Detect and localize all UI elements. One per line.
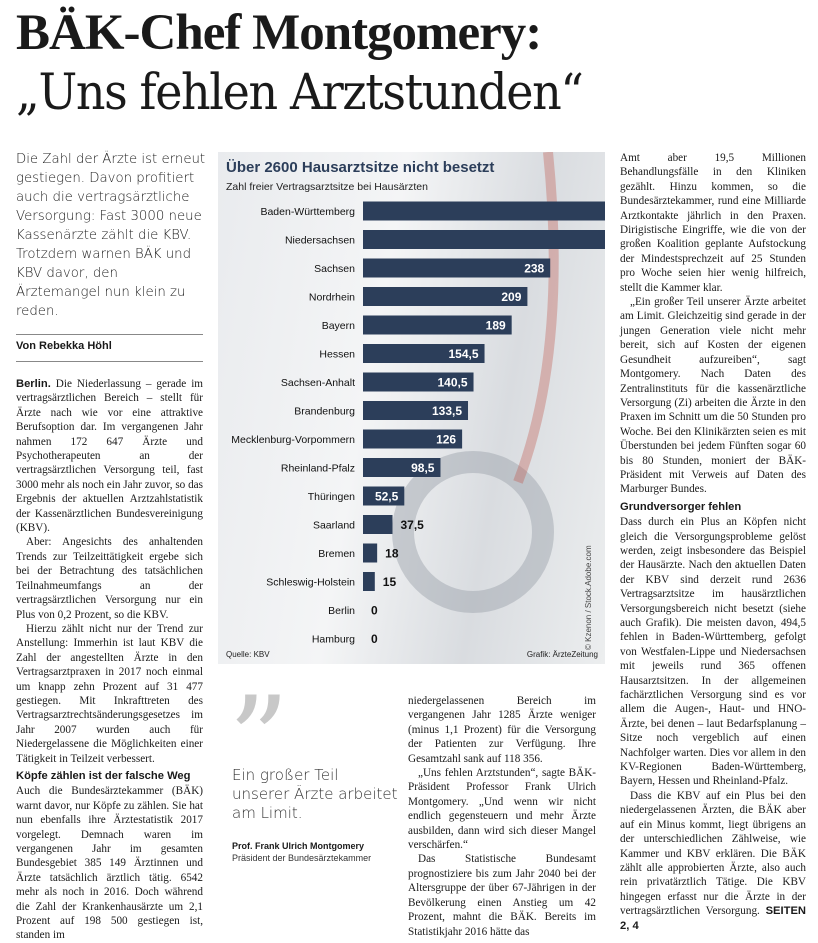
bar <box>363 287 528 306</box>
paragraph: „Uns fehlen Arztstunden“, sagte BÄK-Präs… <box>408 766 596 852</box>
category-label: Niedersachsen <box>285 235 355 247</box>
subheadline: „Uns fehlen Arztstunden“ <box>16 63 584 121</box>
photo-credit: © Kzenon / Stock.Adobe.com <box>584 545 593 650</box>
value-label: 52,5 <box>375 490 399 504</box>
value-label: 154,5 <box>449 347 479 361</box>
category-label: Thüringen <box>308 491 355 503</box>
quote: Ein großer Teil unserer Ärzte arbeitet a… <box>232 766 398 822</box>
category-label: Baden-Württemberg <box>260 206 355 218</box>
chart-title: Über 2600 Hausarztsitze nicht besetzt <box>226 159 494 176</box>
value-label: 238 <box>524 262 544 276</box>
bar <box>363 372 474 392</box>
category-label: Nordrhein <box>309 292 355 304</box>
paragraph-text: „Uns fehlen Arztstunden“, sagte BÄK-Präs… <box>408 767 596 852</box>
paragraph: „Ein großer Teil unserer Ärzte arbeitet … <box>620 295 806 497</box>
paragraph-text: Dass durch ein Plus an Köpfen nicht glei… <box>620 516 806 788</box>
bar <box>363 458 441 477</box>
value-label: 0 <box>371 604 378 618</box>
bar <box>363 401 469 420</box>
paragraph: Das Statistische Bundesamt prognostizier… <box>408 852 596 938</box>
quote-mark: ” <box>228 672 290 811</box>
value-label: 133,5 <box>432 404 462 418</box>
category-label: Rheinland-Pfalz <box>281 463 355 475</box>
chart-subtitle: Zahl freier Vertragsarztsitze bei Hausär… <box>226 181 428 193</box>
paragraph: niedergelassenen Bereich im vergangenen … <box>408 694 596 766</box>
subheading: Köpfe zählen ist der falsche Weg <box>16 769 191 782</box>
paragraph-text: Auch die Bundesärztekammer (BÄK) warnt d… <box>16 785 203 942</box>
dateline: Berlin. <box>16 378 51 390</box>
photo-decoration <box>392 451 554 613</box>
page-reference: SEITEN 2, 4 <box>620 905 806 932</box>
paragraph: Hierzu zählt nicht nur der Trend zur Ans… <box>16 622 203 766</box>
paragraph-text: Hierzu zählt nicht nur der Trend zur Ans… <box>16 622 203 765</box>
category-label: Berlin <box>328 605 355 617</box>
paragraph-text: Dass die KBV auf ein Plus bei den nieder… <box>620 789 806 918</box>
category-label: Sachsen-Anhalt <box>281 377 355 389</box>
divider <box>16 334 203 335</box>
chart-box: Über 2600 Hausarztsitze nicht besetzt Za… <box>218 152 605 664</box>
paragraph-text: niedergelassenen Bereich im vergangenen … <box>408 695 596 765</box>
bar <box>363 258 551 278</box>
byline: Von Rebekka Höhl <box>16 340 112 352</box>
value-label: 126 <box>436 433 456 447</box>
category-label: Saarland <box>313 520 355 532</box>
bar <box>363 515 393 534</box>
paragraph-text: Das Statistische Bundesamt prognostizier… <box>408 853 596 938</box>
paragraph-text: Die Niederlassung – gerade im vertragsär… <box>16 378 204 535</box>
value-label: 37,5 <box>400 518 424 532</box>
intro: Die Zahl der Ärzte ist erneut gestiegen.… <box>16 152 206 319</box>
category-label: Brandenburg <box>294 406 355 418</box>
column: Amt aber 19,5 Millionen Behandlungsfälle… <box>620 151 806 933</box>
value-label: 0 <box>371 632 378 646</box>
paragraph-text: Aber: Angesichts des anhaltenden Trends … <box>16 536 203 621</box>
quote-name: Prof. Frank Ulrich Montgomery <box>232 841 365 851</box>
category-label: Schleswig-Holstein <box>266 577 355 589</box>
column: niedergelassenen Bereich im vergangenen … <box>408 694 596 939</box>
bar <box>363 344 485 363</box>
category-label: Bayern <box>322 320 355 332</box>
paragraph-text: Amt aber 19,5 Millionen Behandlungsfälle… <box>620 152 806 294</box>
value-label: 15 <box>383 575 397 589</box>
paragraph: Berlin. Die Niederlassung – gerade im ve… <box>16 377 203 535</box>
paragraph-text: „Ein großer Teil unserer Ärzte arbeitet … <box>620 296 806 496</box>
category-label: Hamburg <box>312 634 355 646</box>
category-label: Sachsen <box>314 263 355 275</box>
paragraph: Aber: Angesichts des anhaltenden Trends … <box>16 535 203 621</box>
bar <box>363 230 605 249</box>
chart-source: Quelle: KBV <box>226 650 270 659</box>
column: Berlin. Die Niederlassung – gerade im ve… <box>16 377 203 943</box>
category-label: Bremen <box>318 548 355 560</box>
bar <box>363 543 378 563</box>
category-label: Mecklenburg-Vorpommern <box>231 434 355 446</box>
value-label: 18 <box>385 547 399 561</box>
headline: BÄK-Chef Montgomery: <box>16 5 542 61</box>
bar <box>363 315 512 335</box>
paragraph: Amt aber 19,5 Millionen Behandlungsfälle… <box>620 151 806 295</box>
quote-role: Präsident der Bundesärztekammer <box>232 853 372 863</box>
value-label: 189 <box>486 319 506 333</box>
value-label: 209 <box>501 290 521 304</box>
bar <box>363 201 605 221</box>
paragraph: Dass die KBV auf ein Plus bei den nieder… <box>620 789 806 933</box>
category-label: Hessen <box>319 349 355 361</box>
paragraph: Auch die Bundesärztekammer (BÄK) warnt d… <box>16 784 203 942</box>
value-label: 140,5 <box>437 376 467 390</box>
value-label: 98,5 <box>411 461 435 475</box>
bar <box>363 486 405 506</box>
bar <box>363 572 375 591</box>
chart-credit: Grafik: ÄrzteZeitung <box>527 650 598 659</box>
subheading: Grundversorger fehlen <box>620 500 742 513</box>
chart: Über 2600 Hausarztsitze nicht besetzt Za… <box>226 152 605 659</box>
divider <box>16 361 203 362</box>
bar <box>363 429 463 449</box>
paragraph: Dass durch ein Plus an Köpfen nicht glei… <box>620 515 806 789</box>
